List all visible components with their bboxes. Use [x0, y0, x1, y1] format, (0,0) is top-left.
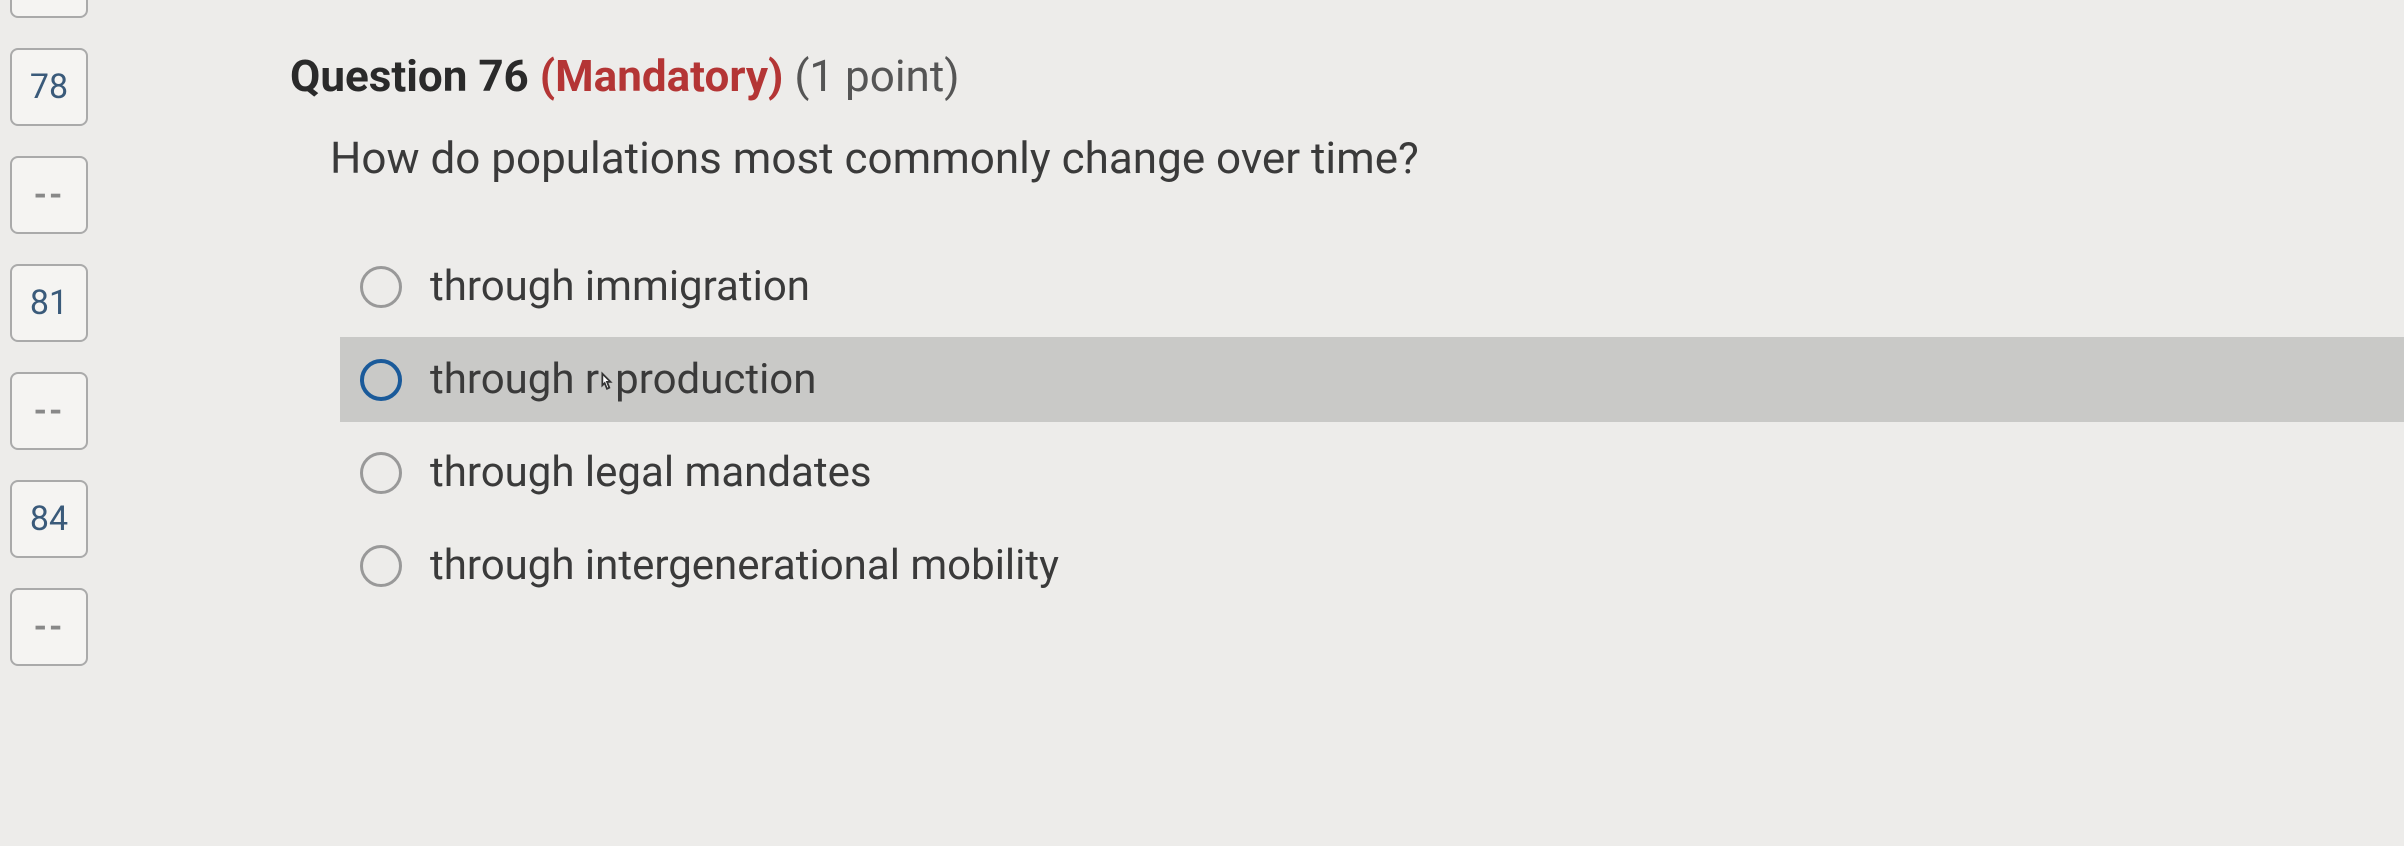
mandatory-badge: (Mandatory) [529, 50, 784, 102]
question-text: How do populations most commonly change … [330, 132, 2404, 184]
options-list: through immigration through rproduction … [340, 244, 2404, 608]
nav-row: 78 [0, 48, 180, 126]
cursor-pointer-icon [593, 369, 621, 397]
option-reproduction[interactable]: through rproduction [340, 337, 2404, 422]
nav-box-86[interactable]: -- [10, 588, 88, 666]
option-intergenerational-mobility[interactable]: through intergenerational mobility [340, 523, 2404, 608]
question-number: 76 [478, 50, 529, 102]
nav-box-empty[interactable] [10, 0, 88, 18]
nav-row: 81 [0, 264, 180, 342]
nav-row-top [0, 0, 180, 18]
radio-icon[interactable] [360, 545, 402, 587]
option-label: through immigration [430, 262, 810, 311]
option-label: through legal mandates [430, 448, 872, 497]
question-prefix-text: Question [290, 50, 478, 102]
nav-row: -- [0, 156, 180, 234]
points-label: (1 point) [783, 50, 959, 102]
question-header: Question 76 (Mandatory) (1 point) [290, 50, 2404, 102]
question-nav-column: 78 -- 81 -- 84 -- [0, 0, 180, 846]
nav-box-81[interactable]: 81 [10, 264, 88, 342]
nav-box-80[interactable]: -- [10, 156, 88, 234]
option-label: through intergenerational mobility [430, 541, 1059, 590]
radio-icon[interactable] [360, 452, 402, 494]
nav-box-84[interactable]: 84 [10, 480, 88, 558]
nav-box-83[interactable]: -- [10, 372, 88, 450]
radio-icon[interactable] [360, 359, 402, 401]
question-prefix: Question 76 [290, 50, 529, 102]
nav-row: -- [0, 372, 180, 450]
option-legal-mandates[interactable]: through legal mandates [340, 430, 2404, 515]
option-label: through rproduction [430, 355, 816, 404]
radio-icon[interactable] [360, 266, 402, 308]
nav-row: -- [0, 588, 180, 666]
option-immigration[interactable]: through immigration [340, 244, 2404, 329]
nav-box-78[interactable]: 78 [10, 48, 88, 126]
question-content: Question 76 (Mandatory) (1 point) How do… [180, 0, 2404, 846]
nav-row: 84 [0, 480, 180, 558]
